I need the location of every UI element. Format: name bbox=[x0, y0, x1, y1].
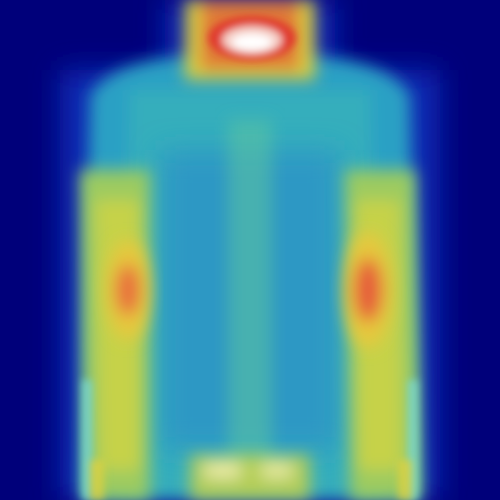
left-elbow-hotspot bbox=[106, 240, 150, 340]
hem-warm bbox=[190, 455, 310, 500]
bottom-corners bbox=[90, 460, 412, 500]
center-seam bbox=[228, 120, 272, 480]
arm-edges bbox=[82, 380, 418, 500]
right-elbow-hotspot bbox=[344, 232, 392, 348]
neck-core bbox=[208, 16, 296, 60]
